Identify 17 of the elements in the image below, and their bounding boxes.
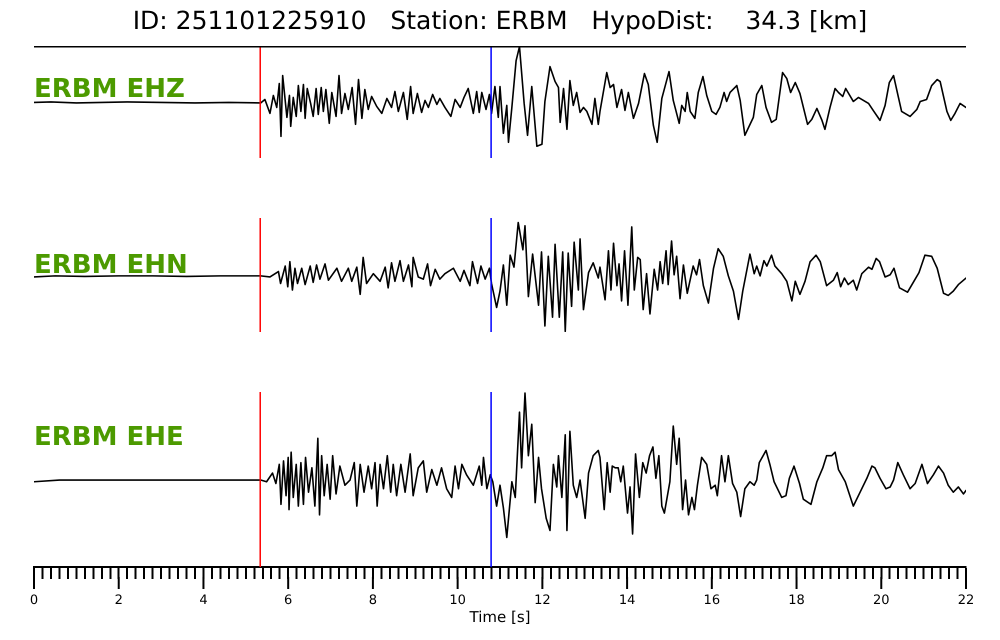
annotation: ERBM EHZ [34,74,185,104]
x-tick-label: 0 [30,593,38,608]
x-tick-label: 14 [618,593,636,608]
annotation: ERBM EHN [34,250,188,280]
chart-title: ID: 251101225910 Station: ERBM HypoDist: 34.3 [km] [132,6,868,36]
x-tick-label: 4 [199,593,208,608]
x-tick-label: 18 [788,593,805,608]
x-tick-label: 20 [873,593,890,608]
x-tick-label: 12 [534,593,551,608]
x-tick-label: 6 [284,593,292,608]
x-tick-label: 2 [114,593,123,608]
x-tick-label: 8 [368,593,378,608]
x-tick-label: 22 [958,593,974,608]
annotation: ERBM EHE [34,422,184,452]
x-tick-label: 10 [449,593,466,608]
x-tick-label: 16 [704,593,720,608]
x-axis-title: Time [s] [468,608,530,626]
